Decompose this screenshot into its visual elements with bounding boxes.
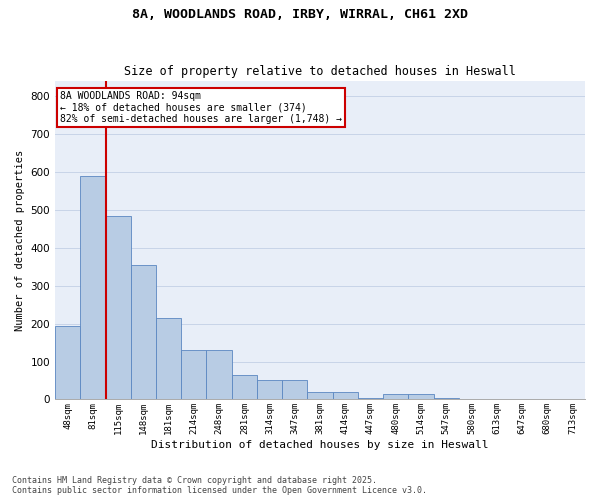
Text: 8A WOODLANDS ROAD: 94sqm
← 18% of detached houses are smaller (374)
82% of semi-: 8A WOODLANDS ROAD: 94sqm ← 18% of detach… bbox=[61, 90, 343, 124]
Bar bbox=[131, 265, 156, 400]
Bar bbox=[232, 375, 257, 400]
Bar bbox=[409, 394, 434, 400]
Bar bbox=[307, 392, 332, 400]
Bar bbox=[332, 392, 358, 400]
Bar bbox=[257, 380, 282, 400]
Bar bbox=[156, 318, 181, 400]
Text: Contains HM Land Registry data © Crown copyright and database right 2025.
Contai: Contains HM Land Registry data © Crown c… bbox=[12, 476, 427, 495]
Text: 8A, WOODLANDS ROAD, IRBY, WIRRAL, CH61 2XD: 8A, WOODLANDS ROAD, IRBY, WIRRAL, CH61 2… bbox=[132, 8, 468, 20]
Bar bbox=[383, 394, 409, 400]
Bar bbox=[106, 216, 131, 400]
Bar bbox=[80, 176, 106, 400]
X-axis label: Distribution of detached houses by size in Heswall: Distribution of detached houses by size … bbox=[151, 440, 489, 450]
Bar bbox=[206, 350, 232, 400]
Bar bbox=[55, 326, 80, 400]
Title: Size of property relative to detached houses in Heswall: Size of property relative to detached ho… bbox=[124, 66, 516, 78]
Bar bbox=[358, 398, 383, 400]
Bar bbox=[434, 398, 459, 400]
Bar bbox=[181, 350, 206, 400]
Y-axis label: Number of detached properties: Number of detached properties bbox=[15, 150, 25, 331]
Bar bbox=[282, 380, 307, 400]
